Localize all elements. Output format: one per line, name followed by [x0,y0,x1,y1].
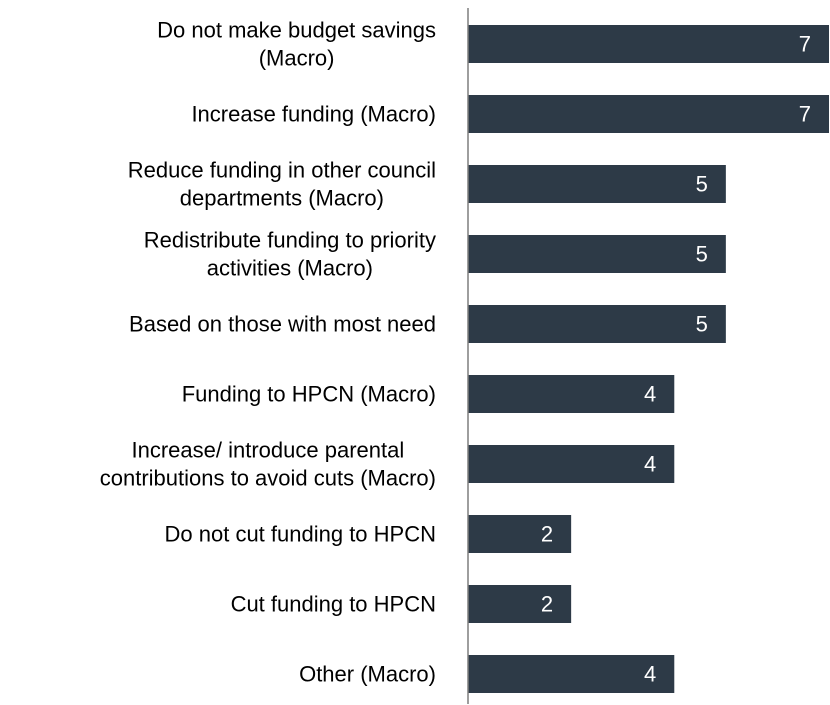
category-label: Reduce funding in other council departmen… [128,158,436,211]
bar [468,445,675,483]
category-label: Cut funding to HPCN [231,592,436,617]
bars [468,25,829,693]
category-label: Other (Macro) [299,662,436,687]
bar [468,95,829,133]
bar-value-label: 4 [644,452,656,477]
bar-value-label: 7 [799,32,811,57]
bar [468,305,726,343]
category-label: Based on those with most need [129,312,436,337]
bar [468,25,829,63]
bar-value-label: 5 [696,172,708,197]
bar [468,655,675,693]
category-labels: Do not make budget savings (Macro) Increas… [100,18,436,687]
bar [468,165,726,203]
bar-value-label: 7 [799,102,811,127]
bar-value-label: 2 [541,522,553,547]
category-label: Increase/ introduce parental contribution… [100,438,436,491]
bar [468,515,572,553]
bar [468,235,726,273]
bar-value-label: 2 [541,592,553,617]
bar-value-label: 4 [644,662,656,687]
bar [468,375,675,413]
category-label: Do not cut funding to HPCN [165,522,436,547]
bar-value-label: 5 [696,312,708,337]
category-label: Redistribute funding to priority activiti… [144,228,436,281]
bar-value-label: 5 [696,242,708,267]
category-label: Funding to HPCN (Macro) [182,382,436,407]
bar-value-label: 4 [644,382,656,407]
category-label: Increase funding (Macro) [191,102,436,127]
bar [468,585,572,623]
category-label: Do not make budget savings (Macro) [157,18,436,71]
value-labels: 7 7 5 5 5 4 4 2 2 4 [541,32,811,687]
